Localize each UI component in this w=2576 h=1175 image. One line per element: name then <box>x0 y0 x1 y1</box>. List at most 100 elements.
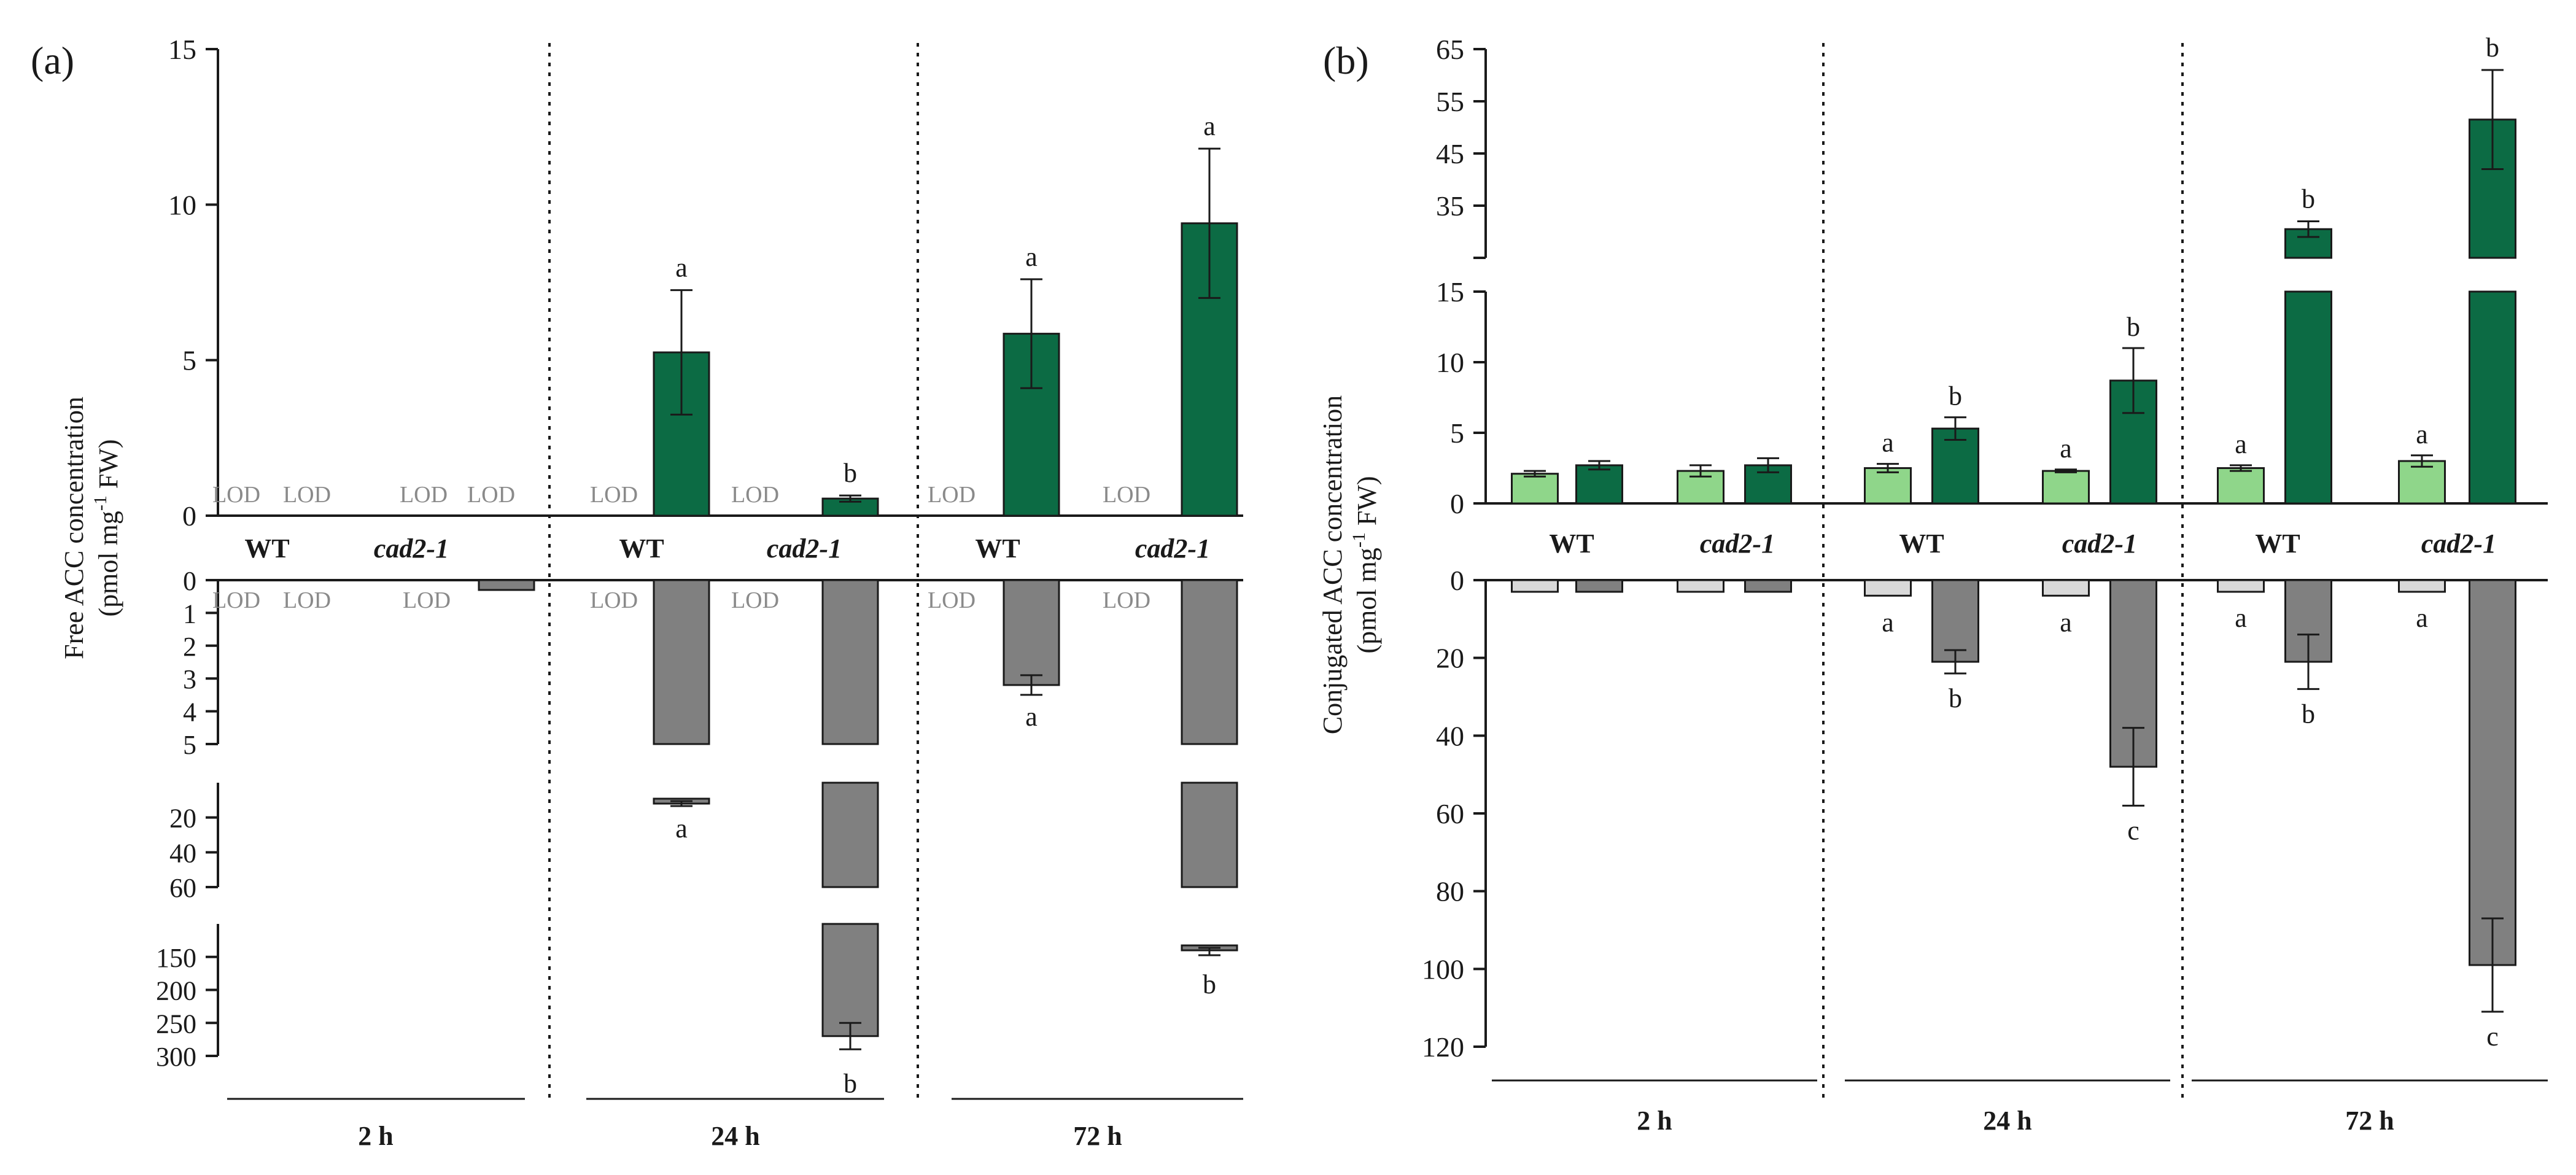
panel-b-lower-tick-label: 20 <box>1436 643 1464 674</box>
panel-a-lod-label: LOD <box>928 482 976 508</box>
panel-a-lower-tick-label: 300 <box>156 1042 196 1072</box>
panel-a-bar-dark-gray <box>821 781 879 888</box>
panel-b-lower-tick-label: 100 <box>1422 953 1464 985</box>
panel-b-significance-letter: a <box>1882 428 1894 458</box>
panel-a-upper-tick-label: 0 <box>182 500 196 532</box>
panel-a-lod-label: LOD <box>403 588 451 613</box>
panel-a-lod-label: LOD <box>400 482 448 508</box>
panel-a-genotype-label: WT <box>975 533 1020 564</box>
panel-a-lower-tick-label: 20 <box>169 804 196 834</box>
panel-b-genotype-label: cad2-1 <box>1700 529 1775 559</box>
panel-a-lod-label: LOD <box>731 588 779 613</box>
panel-a-lower-tick-label: 4 <box>183 697 196 727</box>
panel-a-lower-tick-label: 200 <box>156 976 196 1006</box>
panel-b-upper-tick-label: 5 <box>1450 417 1464 449</box>
panel-b-upper-tick-label: 35 <box>1436 190 1464 222</box>
panel-b-significance-letter: c <box>2486 1022 2499 1052</box>
panel-a-significance-letter: b <box>844 1068 857 1098</box>
panel-b-significance-letter: a <box>2060 608 2072 638</box>
panel-b-significance-letter: b <box>1949 683 1962 713</box>
panel-a-significance-letter: b <box>844 458 857 488</box>
panel-a-upper-tick-label: 10 <box>168 189 196 220</box>
panel-b-bar-dark-green <box>1575 464 1623 505</box>
panel-b-lower-tick-label: 0 <box>1450 565 1464 596</box>
panel-a-genotype-label: WT <box>244 533 289 564</box>
panel-b-genotype-label: WT <box>1549 529 1594 559</box>
panel-a-bar-dark-gray <box>478 579 535 591</box>
panel-a-lod-label: LOD <box>283 482 331 508</box>
panel-a-lod-label: LOD <box>1103 588 1150 613</box>
panel-a-time-label: 72 h <box>1073 1121 1122 1151</box>
panel-a-lod-label: LOD <box>731 482 779 508</box>
panel-a-bar-dark-gray <box>821 923 879 1037</box>
panel-b-significance-letter: a <box>1882 608 1894 638</box>
panel-a-lower-tick-label: 0 <box>183 566 196 596</box>
panel-a-significance-letter: a <box>1203 111 1216 141</box>
panel-b-upper-tick-label: 65 <box>1436 34 1464 65</box>
panel-a-time-label: 24 h <box>711 1121 759 1151</box>
panel-b-lower-tick-label: 120 <box>1422 1031 1464 1063</box>
panel-b-lower-tick-label: 40 <box>1436 720 1464 751</box>
panel-a-bar-dark-gray <box>653 579 710 745</box>
panel-b-upper-tick-label: 45 <box>1436 138 1464 169</box>
panel-a-lower-tick-label: 1 <box>183 599 196 629</box>
panel-a-lod-label: LOD <box>283 588 331 613</box>
panel-b-bar-light-green <box>1864 467 1912 505</box>
panel-a-lod-label: LOD <box>590 588 638 613</box>
panel-b-bar-light-gray <box>2217 579 2265 593</box>
panel-a-time-label: 2 h <box>358 1121 393 1151</box>
panel-a-lower-tick-label: 150 <box>156 943 196 973</box>
panel-a-lod-label: LOD <box>212 482 260 508</box>
panel-b-significance-letter: c <box>2127 815 2140 845</box>
panel-b-bar-light-gray <box>1677 579 1724 593</box>
panel-b-upper-tick-label: 15 <box>1436 276 1464 308</box>
panel-b-genotype-label: WT <box>2255 529 2300 559</box>
panel-a-genotype-label: cad2-1 <box>374 533 449 564</box>
panel-a-lower-tick-label: 5 <box>183 730 196 760</box>
panel-b-significance-letter: b <box>2302 699 2315 729</box>
panel-b-bar-dark-gray <box>1931 579 1979 663</box>
panel-a-upper-tick-label: 15 <box>168 34 196 65</box>
panel-b-significance-letter: a <box>2235 603 2247 633</box>
panel-b-significance-letter: a <box>2416 603 2428 633</box>
panel-b-bar-dark-gray <box>1744 579 1792 593</box>
panel-a-significance-letter: a <box>675 813 688 843</box>
panel-b-significance-letter: b <box>2127 312 2140 342</box>
panel-b-label: (b) <box>1323 39 1369 82</box>
panel-a-lod-label: LOD <box>212 588 260 613</box>
panel-b-genotype-label: WT <box>1899 529 1944 559</box>
panel-a-lod-label: LOD <box>590 482 638 508</box>
panel-b-ylabel: Conjugated ACC concentration (pmol mg-1 F… <box>1317 395 1382 734</box>
panel-a-lower-tick-label: 3 <box>183 664 196 694</box>
panel-b-lower-tick-label: 80 <box>1436 876 1464 907</box>
panel-b-bar-light-gray <box>2398 579 2446 593</box>
panel-a-lower-tick-label: 250 <box>156 1009 196 1039</box>
panel-b-significance-letter: b <box>2302 184 2315 214</box>
panel-a-lod-label: LOD <box>928 588 976 613</box>
panel-b-bar-light-green <box>2217 467 2265 505</box>
panel-b-time-label: 2 h <box>1637 1106 1672 1136</box>
panel-b-genotype-label: cad2-1 <box>2062 529 2137 559</box>
panel-b-lower-tick-label: 60 <box>1436 798 1464 829</box>
panel-b-time-label: 72 h <box>2345 1106 2394 1136</box>
panel-a-significance-letter: a <box>1025 242 1038 272</box>
panel-a-bar-dark-gray <box>1181 579 1238 745</box>
panel-b-bar-light-green <box>2042 470 2090 505</box>
panel-b-significance-letter: b <box>1949 381 1962 411</box>
panel-a-lod-label: LOD <box>467 482 515 508</box>
panel-b-bar-light-gray <box>2042 579 2090 597</box>
panel-a-significance-letter: a <box>675 253 688 283</box>
panel-b-upper-tick-label: 0 <box>1450 488 1464 519</box>
panel-b-time-label: 24 h <box>1983 1106 2031 1136</box>
panel-b-upper-tick-label: 55 <box>1436 86 1464 117</box>
panel-b-bar-dark-gray <box>2469 579 2516 966</box>
panel-a-genotype-label: WT <box>619 533 664 564</box>
panel-b-significance-letter: a <box>2416 419 2428 449</box>
panel-a-ylabel: Free ACC concentration (pmol mg-1 FW) <box>59 397 123 659</box>
panel-a-bar-dark-gray <box>821 579 879 745</box>
panel-a-lower-tick-label: 60 <box>169 873 196 903</box>
panel-a-label: (a) <box>31 39 74 82</box>
panel-a-genotype-label: cad2-1 <box>1135 533 1210 564</box>
panel-b-significance-letter: a <box>2235 429 2247 459</box>
